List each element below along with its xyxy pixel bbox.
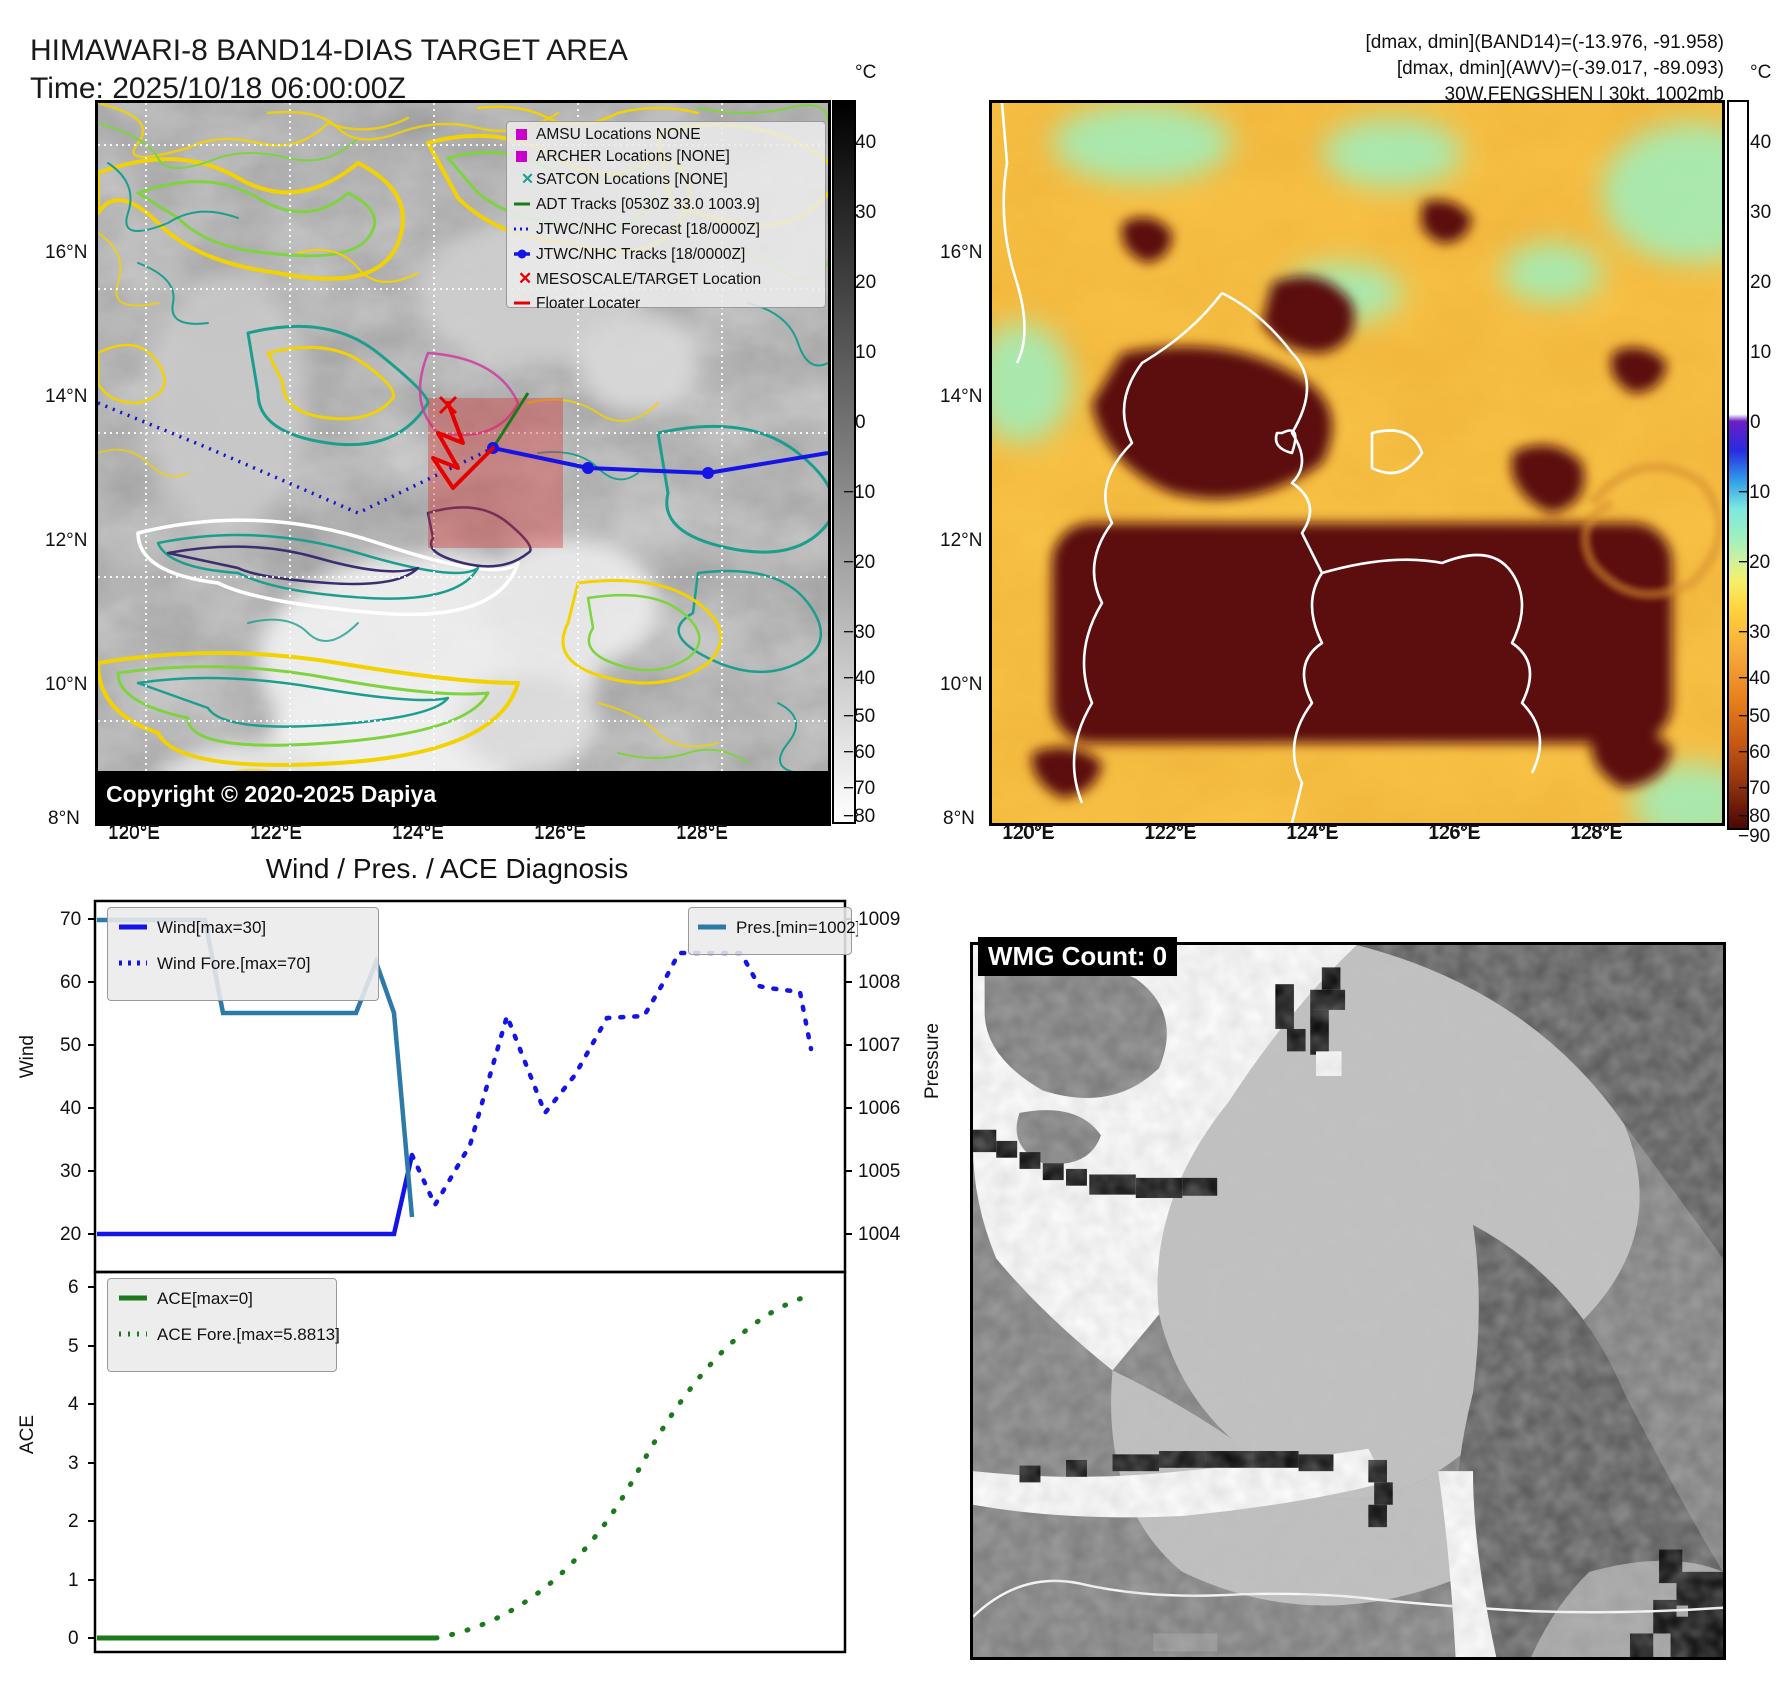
svg-text:SATCON Locations [NONE]: SATCON Locations [NONE]	[536, 171, 728, 188]
svg-text:AMSU Locations NONE: AMSU Locations NONE	[536, 126, 701, 143]
svg-text:ADT Tracks [0530Z 33.0 1003.9]: ADT Tracks [0530Z 33.0 1003.9]	[536, 196, 760, 213]
svg-text:JTWC/NHC Tracks [18/0000Z]: JTWC/NHC Tracks [18/0000Z]	[536, 246, 745, 263]
svg-text:Wind[max=30]: Wind[max=30]	[157, 918, 266, 937]
svg-text:ACE[max=0]: ACE[max=0]	[157, 1289, 253, 1308]
svg-text:✕: ✕	[518, 269, 532, 288]
svg-text:Floater Locater: Floater Locater	[536, 295, 640, 311]
svg-text:✕: ✕	[521, 171, 534, 188]
svg-text:ACE Fore.[max=5.8813]: ACE Fore.[max=5.8813]	[157, 1325, 340, 1344]
svg-text:JTWC/NHC Forecast [18/0000Z]: JTWC/NHC Forecast [18/0000Z]	[536, 221, 760, 238]
svg-text:ARCHER Locations [NONE]: ARCHER Locations [NONE]	[536, 148, 730, 165]
svg-text:MESOSCALE/TARGET Location: MESOSCALE/TARGET Location	[536, 271, 761, 288]
svg-text:Pres.[min=1002]: Pres.[min=1002]	[736, 918, 858, 937]
svg-text:Wind Fore.[max=70]: Wind Fore.[max=70]	[157, 954, 311, 973]
